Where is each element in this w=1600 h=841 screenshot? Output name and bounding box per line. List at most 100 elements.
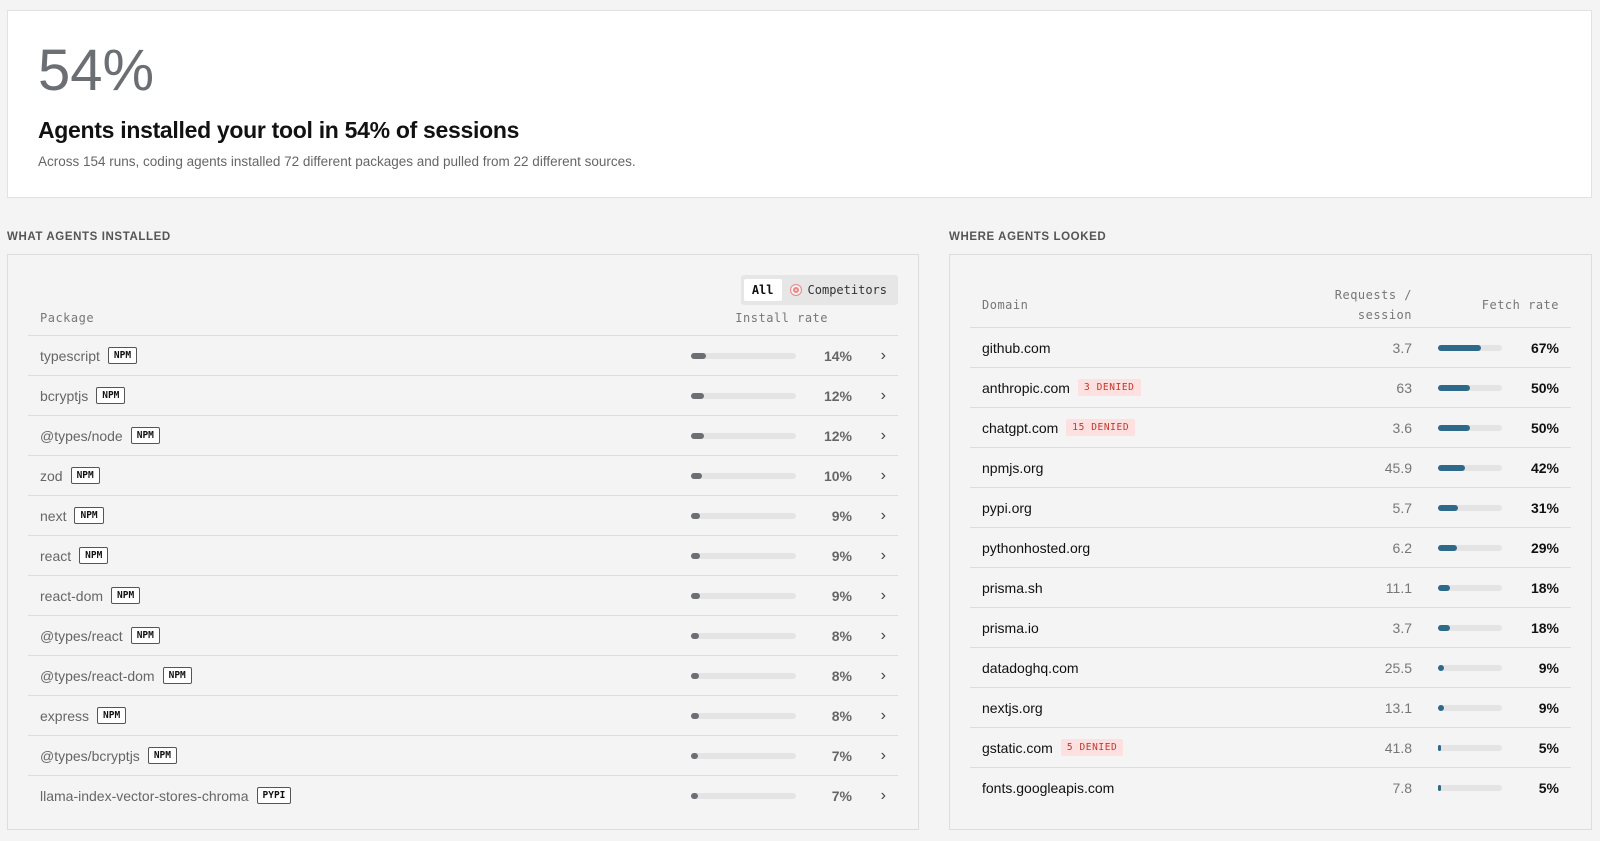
bar-fill: [1438, 624, 1450, 631]
row-chevron[interactable]: ›: [880, 506, 886, 524]
registry-tag: NPM: [130, 627, 160, 644]
package-row[interactable]: next NPM 9% ›: [28, 495, 898, 535]
package-name: @types/react: [40, 627, 123, 644]
row-chevron[interactable]: ›: [880, 586, 886, 604]
package-row[interactable]: @types/bcryptjs NPM 7% ›: [28, 735, 898, 775]
domain-name: datadoghq.com: [982, 659, 1079, 676]
bar-track: [691, 392, 796, 399]
registry-tag: NPM: [130, 427, 160, 444]
fetch-rate: 9%: [1538, 659, 1559, 676]
bar-track: [1438, 624, 1502, 631]
table-header: Domain Requests / session Fetch rate: [970, 283, 1571, 327]
package-cell: bcryptjs NPM: [40, 387, 691, 404]
row-chevron[interactable]: ›: [880, 666, 886, 684]
bar-track: [1438, 704, 1502, 711]
domain-cell: prisma.io: [982, 620, 1322, 636]
requests-per-session: 25.5: [1384, 659, 1412, 676]
bar-fill: [691, 472, 702, 479]
bar-track: [691, 592, 796, 599]
fetch-rate: 18%: [1530, 579, 1559, 596]
domain-name: anthropic.com: [982, 379, 1070, 396]
row-chevron[interactable]: ›: [880, 466, 886, 484]
domain-name: pythonhosted.org: [982, 539, 1091, 556]
domain-name: pypi.org: [982, 499, 1032, 516]
domain-cell: pythonhosted.org: [982, 540, 1322, 556]
package-cell: express NPM: [40, 707, 691, 724]
bar-track: [1438, 784, 1502, 791]
package-row[interactable]: express NPM 8% ›: [28, 695, 898, 735]
domain-cell: nextjs.org: [982, 700, 1322, 716]
fetch-rate: 5%: [1538, 779, 1559, 796]
bar-track: [691, 472, 796, 479]
installed-table: typescript NPM 14% › bcryptjs NPM 12% › @types/n…: [28, 335, 898, 815]
install-rate: 12%: [823, 387, 852, 404]
table-header: Package Install rate: [28, 311, 898, 335]
registry-tag: NPM: [162, 667, 192, 684]
bar-fill: [691, 752, 699, 759]
package-cell: react-dom NPM: [40, 587, 691, 604]
looked-panel: Domain Requests / session Fetch rate git…: [949, 254, 1592, 830]
install-rate: 8%: [831, 667, 852, 684]
package-row[interactable]: @types/react-dom NPM 8% ›: [28, 655, 898, 695]
registry-tag: NPM: [96, 387, 126, 404]
bar-fill: [1438, 744, 1442, 751]
package-name: react-dom: [40, 587, 104, 604]
requests-per-session: 11.1: [1385, 579, 1412, 596]
domain-name: nextjs.org: [982, 699, 1043, 716]
domain-row: fonts.googleapis.com 7.8 5%: [970, 767, 1571, 807]
package-row[interactable]: typescript NPM 14% ›: [28, 335, 898, 375]
domain-cell: datadoghq.com: [982, 660, 1322, 676]
row-chevron[interactable]: ›: [880, 346, 886, 364]
package-row[interactable]: react-dom NPM 9% ›: [28, 575, 898, 615]
domain-row: npmjs.org 45.9 42%: [970, 447, 1571, 487]
row-chevron[interactable]: ›: [880, 546, 886, 564]
filter-toggle: All Competitors: [740, 275, 898, 305]
bar-fill: [691, 512, 701, 519]
package-row[interactable]: zod NPM 10% ›: [28, 455, 898, 495]
bar-track: [691, 752, 796, 759]
bar-fill: [1438, 664, 1444, 671]
section-heading: WHAT AGENTS INSTALLED: [7, 231, 171, 243]
domain-cell: pypi.org: [982, 500, 1322, 516]
package-name: @types/node: [40, 427, 123, 444]
package-row[interactable]: react NPM 9% ›: [28, 535, 898, 575]
summary-title: Agents installed your tool in 54% of ses…: [38, 117, 520, 143]
domain-row: chatgpt.com 15 DENIED 3.6 50%: [970, 407, 1571, 447]
row-chevron[interactable]: ›: [880, 626, 886, 644]
domain-cell: prisma.sh: [982, 580, 1322, 596]
row-chevron[interactable]: ›: [880, 746, 886, 764]
column-header: Domain: [982, 298, 1029, 312]
bar-fill: [691, 552, 701, 559]
package-cell: typescript NPM: [40, 347, 691, 364]
requests-per-session: 5.7: [1392, 499, 1412, 516]
package-row[interactable]: llama-index-vector-stores-chroma PYPI 7% ›: [28, 775, 898, 815]
package-name: llama-index-vector-stores-chroma: [40, 787, 249, 804]
package-name: @types/react-dom: [40, 667, 155, 684]
row-chevron[interactable]: ›: [880, 786, 886, 804]
package-row[interactable]: @types/node NPM 12% ›: [28, 415, 898, 455]
install-rate: 7%: [831, 747, 852, 764]
registry-tag: NPM: [111, 587, 141, 604]
row-chevron[interactable]: ›: [880, 426, 886, 444]
package-cell: @types/react NPM: [40, 627, 691, 644]
package-row[interactable]: bcryptjs NPM 12% ›: [28, 375, 898, 415]
installed-panel: All Competitors Package Install rate typ…: [7, 254, 919, 830]
filter-label: Competitors: [807, 283, 887, 297]
registry-tag: NPM: [147, 747, 177, 764]
bar-track: [691, 432, 796, 439]
domain-row: pythonhosted.org 6.2 29%: [970, 527, 1571, 567]
domain-cell: chatgpt.com 15 DENIED: [982, 419, 1322, 436]
bar-track: [1438, 344, 1502, 351]
domain-cell: npmjs.org: [982, 460, 1322, 476]
package-row[interactable]: @types/react NPM 8% ›: [28, 615, 898, 655]
bar-fill: [1438, 464, 1465, 471]
row-chevron[interactable]: ›: [880, 706, 886, 724]
requests-per-session: 3.7: [1392, 619, 1412, 636]
requests-per-session: 3.7: [1392, 339, 1412, 356]
looked-table: github.com 3.7 67% anthropic.com 3 DENIED 63 5…: [970, 327, 1571, 807]
column-header: Install rate: [735, 311, 828, 325]
filter-all[interactable]: All: [743, 279, 782, 301]
filter-competitors[interactable]: Competitors: [782, 279, 895, 301]
summary-subtitle: Across 154 runs, coding agents installed…: [38, 154, 636, 169]
row-chevron[interactable]: ›: [880, 386, 886, 404]
